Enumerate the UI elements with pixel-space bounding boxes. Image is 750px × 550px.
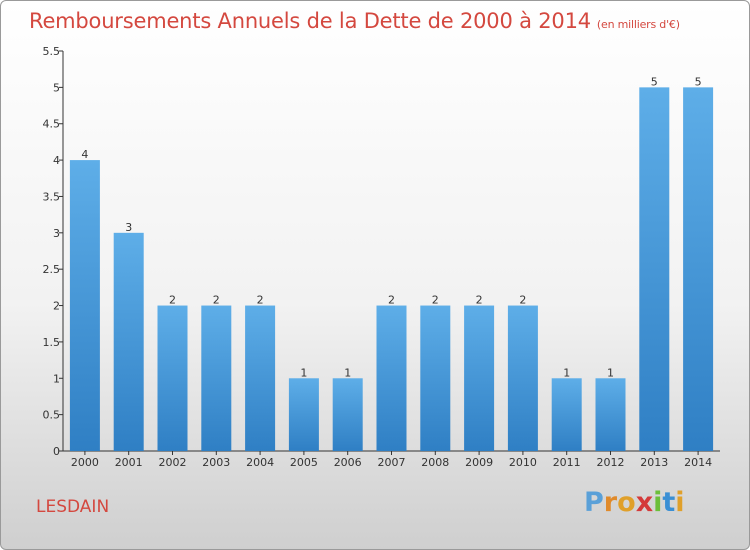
logo-letter: o	[617, 487, 636, 518]
logo-letter: P	[584, 487, 604, 518]
x-tick-label-2011: 2011	[553, 456, 581, 469]
data-label-2003: 2	[213, 294, 220, 307]
data-label-2008: 2	[432, 294, 439, 307]
logo-letter: i	[675, 487, 685, 518]
bar-2009	[464, 305, 495, 451]
data-label-2005: 1	[300, 366, 307, 379]
chart-title-line: Remboursements Annuels de la Dette de 20…	[29, 9, 680, 33]
data-label-2013: 5	[651, 75, 658, 88]
chart-subtitle: (en milliers d'€)	[596, 18, 680, 31]
bar-2003	[201, 305, 232, 451]
y-tick-label: 5.5	[43, 45, 61, 58]
data-label-2012: 1	[607, 366, 614, 379]
bar-2002	[157, 305, 188, 451]
y-tick-label: 1.5	[43, 336, 61, 349]
logo-letter: t	[662, 487, 676, 518]
data-label-2010: 2	[519, 294, 526, 307]
x-tick-label-2000: 2000	[71, 456, 99, 469]
x-tick-label-2005: 2005	[290, 456, 318, 469]
data-label-2009: 2	[476, 294, 483, 307]
bar-2008	[420, 305, 451, 451]
y-tick-label: 0	[53, 445, 60, 458]
data-label-2002: 2	[169, 294, 176, 307]
bar-2012	[595, 378, 626, 451]
bar-2011	[551, 378, 582, 451]
x-tick-label-2009: 2009	[465, 456, 493, 469]
y-tick-label: 0.5	[43, 409, 61, 422]
bar-2013	[639, 87, 670, 451]
logo-letter: r	[603, 487, 618, 518]
bar-2001	[113, 232, 144, 451]
x-tick-label-2012: 2012	[597, 456, 625, 469]
x-tick-label-2007: 2007	[378, 456, 406, 469]
y-tick-label: 1	[53, 372, 60, 385]
x-tick-label-2003: 2003	[202, 456, 230, 469]
bar-2005	[288, 378, 319, 451]
x-tick-label-2002: 2002	[159, 456, 187, 469]
x-tick-label-2004: 2004	[246, 456, 274, 469]
x-tick-label-2001: 2001	[115, 456, 143, 469]
x-tick-label-2008: 2008	[421, 456, 449, 469]
data-label-2000: 4	[81, 148, 88, 161]
x-tick-label-2013: 2013	[640, 456, 668, 469]
bar-2007	[376, 305, 407, 451]
y-tick-label: 3.5	[43, 190, 61, 203]
y-tick-label: 2.5	[43, 263, 61, 276]
bar-2000	[69, 160, 100, 451]
logo-letter: x	[635, 487, 654, 518]
data-label-2004: 2	[257, 294, 264, 307]
logo-letter: i	[653, 487, 663, 518]
x-tick-label-2014: 2014	[684, 456, 712, 469]
y-tick-label: 4.5	[43, 118, 61, 131]
bar-2006	[332, 378, 363, 451]
data-label-2014: 5	[695, 75, 702, 88]
place-name: LESDAIN	[36, 497, 110, 517]
proxiti-logo: Proxiti	[584, 487, 685, 518]
data-label-2001: 3	[125, 221, 132, 234]
data-label-2006: 1	[344, 366, 351, 379]
data-label-2011: 1	[563, 366, 570, 379]
x-tick-label-2006: 2006	[334, 456, 362, 469]
data-label-2007: 2	[388, 294, 395, 307]
x-tick-label-2010: 2010	[509, 456, 537, 469]
y-tick-label: 3	[53, 227, 60, 240]
bar-2014	[683, 87, 714, 451]
y-tick-label: 5	[53, 81, 60, 94]
bar-2010	[507, 305, 538, 451]
chart-title: Remboursements Annuels de la Dette de 20…	[29, 9, 591, 33]
bar-2004	[245, 305, 276, 451]
y-tick-label: 4	[53, 154, 60, 167]
y-tick-label: 2	[53, 300, 60, 313]
